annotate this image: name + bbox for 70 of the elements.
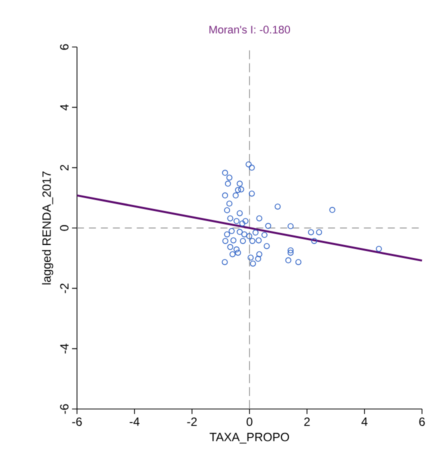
point bbox=[222, 259, 228, 266]
y-tick-label: 6 bbox=[60, 44, 68, 50]
point bbox=[228, 228, 235, 234]
y-tick-label: 4 bbox=[60, 104, 68, 110]
point bbox=[288, 223, 294, 230]
point bbox=[232, 192, 239, 198]
point bbox=[227, 215, 234, 222]
point bbox=[248, 254, 254, 261]
x-axis-title: TAXA_PROPO bbox=[210, 432, 290, 444]
point bbox=[248, 164, 255, 171]
point bbox=[222, 238, 228, 244]
x-tick-label: -4 bbox=[130, 418, 140, 426]
point bbox=[234, 218, 240, 224]
point bbox=[222, 170, 228, 176]
point bbox=[261, 232, 268, 238]
point bbox=[227, 244, 234, 250]
point bbox=[230, 251, 236, 258]
point bbox=[241, 231, 248, 238]
x-tick-label: -6 bbox=[72, 418, 82, 426]
point bbox=[249, 238, 256, 244]
point bbox=[242, 218, 248, 224]
point bbox=[274, 204, 281, 210]
point bbox=[285, 257, 292, 264]
x-tick-label: 6 bbox=[419, 418, 425, 426]
x-tick-label: 2 bbox=[304, 418, 310, 426]
point bbox=[224, 180, 231, 187]
point bbox=[230, 237, 236, 244]
point bbox=[288, 247, 294, 254]
point bbox=[288, 250, 294, 256]
point bbox=[236, 210, 243, 216]
x-tick-label: 4 bbox=[361, 418, 368, 426]
point bbox=[311, 238, 318, 244]
point bbox=[246, 161, 252, 168]
point bbox=[376, 246, 382, 252]
point bbox=[236, 228, 243, 235]
point bbox=[250, 260, 256, 267]
y-tick-label: -6 bbox=[60, 404, 68, 414]
chart-title: Moran's I: -0.180 bbox=[209, 26, 290, 34]
point bbox=[255, 256, 262, 262]
point bbox=[295, 259, 302, 266]
y-tick-label: -4 bbox=[60, 344, 68, 354]
y-tick-label: 2 bbox=[60, 164, 68, 170]
x-tick-label: 0 bbox=[246, 418, 252, 426]
point bbox=[256, 215, 262, 222]
point bbox=[256, 251, 262, 258]
y-axis-title: lagged RENDA_2017 bbox=[42, 171, 54, 284]
point bbox=[246, 233, 252, 240]
point bbox=[240, 238, 246, 244]
point bbox=[316, 229, 322, 236]
point bbox=[226, 174, 232, 181]
point bbox=[239, 220, 246, 226]
point bbox=[224, 207, 230, 214]
x-tick-label: -2 bbox=[187, 418, 197, 426]
point bbox=[265, 222, 272, 229]
y-tick-label: 0 bbox=[60, 225, 68, 231]
point bbox=[238, 186, 244, 192]
point bbox=[234, 246, 240, 252]
point bbox=[256, 237, 262, 244]
y-tick-label: -2 bbox=[60, 284, 68, 294]
point bbox=[252, 230, 259, 236]
point bbox=[235, 250, 241, 256]
point bbox=[226, 200, 232, 207]
point bbox=[236, 180, 243, 187]
point bbox=[224, 231, 230, 238]
point bbox=[329, 206, 336, 213]
point bbox=[235, 187, 241, 193]
point bbox=[264, 243, 270, 250]
point bbox=[222, 192, 228, 198]
point bbox=[308, 229, 314, 236]
point bbox=[248, 190, 255, 197]
